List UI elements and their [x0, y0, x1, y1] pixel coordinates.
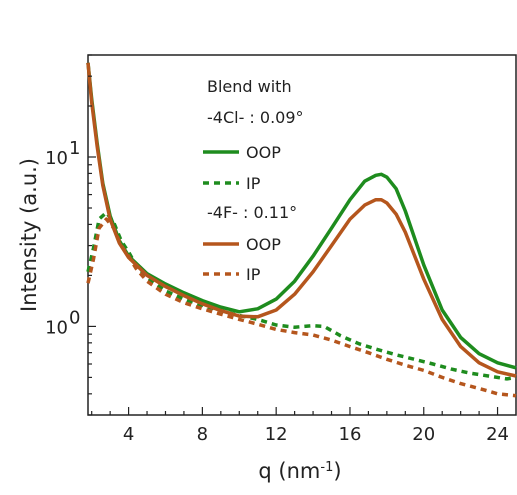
legend-entry-4f-ip: IP [246, 265, 261, 284]
y-tick-label-exponent: 0 [69, 307, 80, 328]
x-tick-label: 8 [197, 424, 208, 445]
x-tick-label: 4 [123, 424, 134, 445]
y-tick-label-exponent: 1 [69, 138, 80, 159]
x-tick-label: 16 [339, 424, 362, 445]
x-tick-label: 12 [265, 424, 288, 445]
legend-entry-4f-oop: OOP [246, 235, 281, 254]
legend-entry-4cl-ip: IP [246, 174, 261, 193]
series-layer [86, 62, 517, 398]
series-line-4f-oop [86, 62, 517, 378]
y-tick-label: 10 [45, 148, 68, 169]
x-axis-ticks: 4 8 12 16 20 24 [91, 407, 509, 445]
x-axis-title-sup: -1 [320, 460, 333, 475]
series-line-4cl-ip [86, 210, 517, 381]
legend: Blend with -4Cl- : 0.09° OOP IP -4F- : 0… [203, 77, 304, 284]
y-tick-label: 10 [45, 317, 68, 338]
legend-group2-label: -4F- : 0.11° [207, 203, 297, 222]
x-axis-title: q (nm-1) [258, 459, 341, 483]
legend-group1-title: Blend with [207, 77, 292, 96]
x-tick-label: 24 [486, 424, 509, 445]
legend-entry-4cl-oop: OOP [246, 143, 281, 162]
y-axis-title: Intensity (a.u.) [17, 158, 41, 312]
legend-group1-label: -4Cl- : 0.09° [207, 108, 304, 127]
series-line-4f-ip [86, 217, 517, 398]
plot-frame [87, 54, 517, 416]
x-tick-label: 20 [412, 424, 435, 445]
